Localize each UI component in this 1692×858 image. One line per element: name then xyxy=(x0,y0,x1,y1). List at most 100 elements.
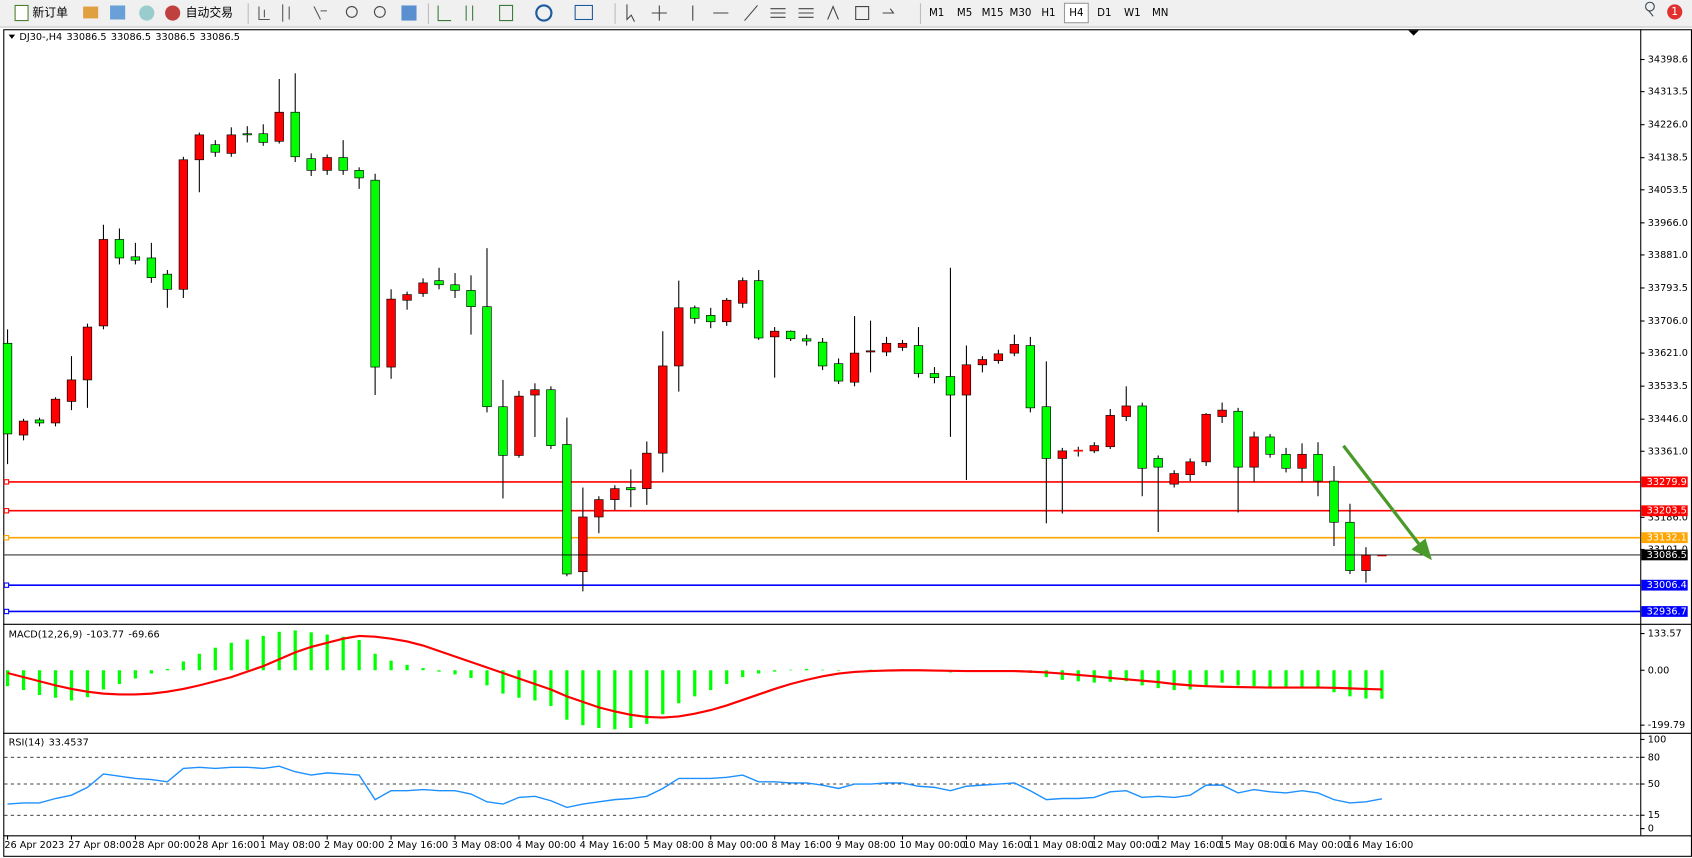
candle-body xyxy=(1089,445,1099,452)
candle-body xyxy=(1009,344,1020,354)
level-label: 33132.1 xyxy=(1647,533,1687,544)
candle-body xyxy=(466,290,476,307)
candle-body xyxy=(226,134,236,154)
candle-body xyxy=(1105,415,1115,448)
candle-body xyxy=(658,365,668,454)
candle-body xyxy=(82,326,93,381)
title-part: DJ30-,H4 xyxy=(19,32,62,43)
x-tick-label: 10 May 00:00 xyxy=(899,840,966,851)
candle-body xyxy=(977,359,988,366)
candle-body xyxy=(1201,413,1211,463)
timeframe-button[interactable]: M1 xyxy=(929,7,944,19)
candle-body xyxy=(66,379,77,402)
icon[interactable] xyxy=(139,5,155,21)
candle-body xyxy=(785,330,796,340)
candle-body xyxy=(722,299,732,323)
candle-body xyxy=(242,133,252,136)
timeframe-button[interactable]: W1 xyxy=(1124,7,1141,19)
new-order-button[interactable]: 新订单 xyxy=(14,4,68,22)
auto-trading-button[interactable]: 自动交易 xyxy=(165,5,233,21)
title-part: MACD(12,26,9) xyxy=(9,630,83,641)
level-label-bg xyxy=(1641,606,1688,617)
macd-signal-line xyxy=(7,634,1382,719)
x-tick-label: 27 Apr 08:00 xyxy=(68,840,131,851)
title-part: 33.4537 xyxy=(49,737,89,748)
timeframe-button[interactable]: M15 xyxy=(982,7,1004,19)
x-tick-label: 28 Apr 16:00 xyxy=(196,840,259,851)
y-tick-label: 34053.5 xyxy=(1648,185,1688,196)
candle-body xyxy=(1137,405,1147,469)
candle-body xyxy=(1057,450,1067,459)
timeframe-button[interactable]: M30 xyxy=(1010,7,1032,19)
x-tick-label: 2 May 16:00 xyxy=(388,840,448,851)
y-tick-label: 133.57 xyxy=(1648,629,1682,640)
timeframe-button[interactable]: MN xyxy=(1152,7,1169,19)
icon[interactable] xyxy=(110,5,126,20)
candle-body xyxy=(146,257,157,278)
text-tools-icons[interactable] xyxy=(827,5,895,21)
level-label-bg xyxy=(1641,476,1688,488)
price-label: 33086.5 xyxy=(1647,550,1687,561)
new-order-label: 新订单 xyxy=(32,6,68,20)
drawing-tools-icons[interactable] xyxy=(626,4,814,22)
candle-body xyxy=(801,338,812,342)
timeframe-label: MN xyxy=(1152,7,1169,19)
notification-badge[interactable] xyxy=(1667,4,1683,20)
candle-body xyxy=(354,170,364,179)
chart-tools-icons[interactable] xyxy=(437,4,514,22)
candle-body xyxy=(993,353,1004,361)
candle-body xyxy=(674,307,684,367)
candle-body xyxy=(1297,453,1307,469)
candle-body xyxy=(18,420,29,436)
title-part: 33086.5 xyxy=(155,32,195,43)
x-tick-label: 8 May 16:00 xyxy=(771,840,831,851)
candle-body xyxy=(402,294,412,301)
candle-body xyxy=(1233,410,1243,468)
candle-body xyxy=(1169,473,1179,485)
candle-body xyxy=(370,179,380,368)
y-tick-label: 33186.0 xyxy=(1648,512,1688,523)
candle-body xyxy=(34,419,45,424)
x-tick-label: 28 Apr 00:00 xyxy=(132,840,195,851)
timeframe-button[interactable]: M5 xyxy=(957,7,972,19)
templates-icon[interactable] xyxy=(574,4,593,21)
tile-icon[interactable] xyxy=(401,5,417,21)
icon[interactable] xyxy=(83,6,99,19)
candle-body xyxy=(1041,406,1051,459)
timeframe-selected xyxy=(1063,2,1089,24)
x-tick-label: 3 May 08:00 xyxy=(452,840,512,851)
zoom-in-icon[interactable] xyxy=(345,5,358,18)
chart-type-icons[interactable] xyxy=(258,4,327,22)
candle-body xyxy=(610,488,620,500)
timeframe-button[interactable]: H4 xyxy=(1063,2,1089,24)
candle-body xyxy=(98,239,109,327)
periods-icon[interactable] xyxy=(535,4,553,22)
candle-body xyxy=(754,280,764,339)
candle-body xyxy=(642,452,652,489)
candle-body xyxy=(50,398,61,424)
level-label: 33279.9 xyxy=(1647,477,1687,488)
candle-body xyxy=(258,133,268,143)
y-tick-label: 33706.0 xyxy=(1648,316,1688,327)
candle-body xyxy=(546,389,556,446)
x-tick-label: 15 May 08:00 xyxy=(1219,840,1286,851)
candle-body xyxy=(1281,453,1291,469)
timeframe-label: H1 xyxy=(1041,7,1055,19)
x-tick-label: 4 May 16:00 xyxy=(580,840,640,851)
x-tick-label: 11 May 08:00 xyxy=(1027,840,1094,851)
zoom-out-icon[interactable] xyxy=(373,5,386,18)
search-icon[interactable] xyxy=(1645,1,1655,17)
level-label-bg xyxy=(1641,505,1688,517)
candle-body xyxy=(386,298,396,368)
timeframe-button[interactable]: H1 xyxy=(1041,7,1055,19)
toolbar-bg xyxy=(0,0,1692,28)
y-tick-label: 34313.5 xyxy=(1648,87,1688,98)
candle-body xyxy=(290,111,300,158)
timeframe-button[interactable]: D1 xyxy=(1097,7,1111,19)
chart-shift-marker xyxy=(1408,30,1419,36)
candle-body xyxy=(1073,449,1083,452)
candle-body xyxy=(1153,458,1163,468)
